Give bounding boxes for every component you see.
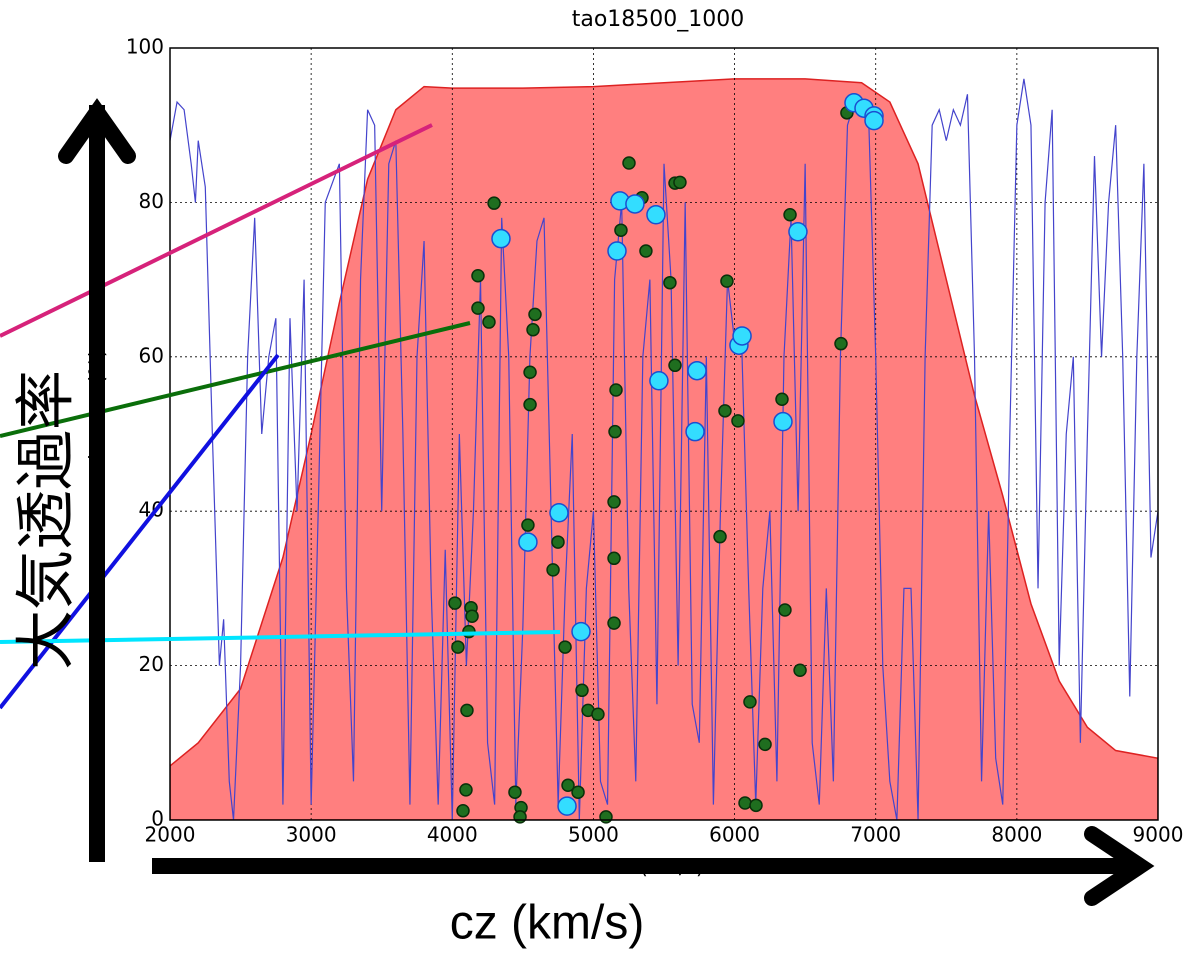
point [758, 737, 772, 752]
point [465, 609, 479, 623]
x-tick-label: 9000 [1133, 823, 1184, 847]
point [460, 703, 474, 718]
point [607, 551, 621, 566]
point [451, 640, 465, 654]
point [743, 695, 757, 709]
x-annotation: cz (km/s) [450, 897, 645, 950]
y-tick-label: 20 [139, 652, 164, 676]
pointer-line [0, 123, 433, 338]
point [622, 156, 636, 170]
x-tick-label: 5000 [568, 823, 619, 847]
x-tick-label: 3000 [286, 823, 337, 847]
point [608, 424, 622, 439]
x-tick-label: 7000 [850, 823, 901, 847]
point [775, 392, 789, 407]
point [487, 196, 501, 210]
point [778, 603, 792, 617]
point [646, 205, 666, 225]
point [471, 268, 485, 283]
point [738, 796, 752, 810]
point [639, 244, 653, 258]
point [448, 596, 462, 610]
point [551, 535, 565, 549]
y-arrow-head [58, 98, 136, 164]
point [668, 358, 682, 373]
point [713, 529, 727, 544]
point [571, 785, 585, 799]
point [834, 336, 848, 351]
point [663, 275, 677, 290]
point [625, 194, 645, 214]
point [459, 783, 473, 797]
point [773, 411, 793, 432]
point [513, 810, 527, 824]
point [546, 563, 560, 577]
point [471, 301, 485, 315]
x-tick-label: 6000 [709, 823, 760, 847]
point [783, 208, 797, 222]
y-tick-label: 0 [151, 807, 164, 831]
point [731, 414, 745, 428]
point [607, 616, 621, 630]
point [456, 803, 470, 818]
point [607, 495, 621, 509]
y-tick-label: 60 [139, 343, 164, 367]
point [482, 315, 496, 329]
point [575, 683, 589, 698]
point [749, 798, 763, 813]
x-tick-label: 8000 [991, 823, 1042, 847]
point [591, 707, 605, 721]
point [523, 397, 537, 412]
x-tick-label: 4000 [427, 823, 478, 847]
point [523, 365, 537, 379]
point [732, 326, 752, 346]
point [788, 221, 808, 242]
point [687, 360, 707, 381]
point [528, 307, 542, 322]
point [614, 223, 628, 237]
point [561, 778, 575, 793]
point [599, 810, 613, 824]
point [793, 663, 807, 677]
point [518, 532, 538, 552]
pointer-line [0, 321, 471, 438]
pointer-line [0, 353, 280, 710]
point [607, 241, 627, 261]
point [508, 785, 522, 799]
point [718, 404, 732, 418]
point [673, 175, 687, 190]
point [571, 621, 591, 642]
point [685, 421, 705, 442]
x-arrow-head [1084, 826, 1155, 906]
y-tick-label: 100 [126, 35, 164, 59]
y-tick-label: 80 [139, 189, 164, 213]
x-tick-label: 2000 [145, 823, 196, 847]
plot-frame [169, 47, 1159, 821]
point [526, 323, 540, 337]
point [649, 370, 669, 391]
point [557, 796, 577, 816]
point [609, 383, 623, 397]
point [491, 228, 511, 249]
point [549, 502, 569, 523]
point [864, 110, 884, 131]
chart-title: tao18500_1000 [572, 7, 745, 32]
point [521, 518, 535, 532]
y-annotation: 大気透過率 [12, 370, 82, 670]
point [720, 274, 734, 288]
point [558, 640, 572, 654]
